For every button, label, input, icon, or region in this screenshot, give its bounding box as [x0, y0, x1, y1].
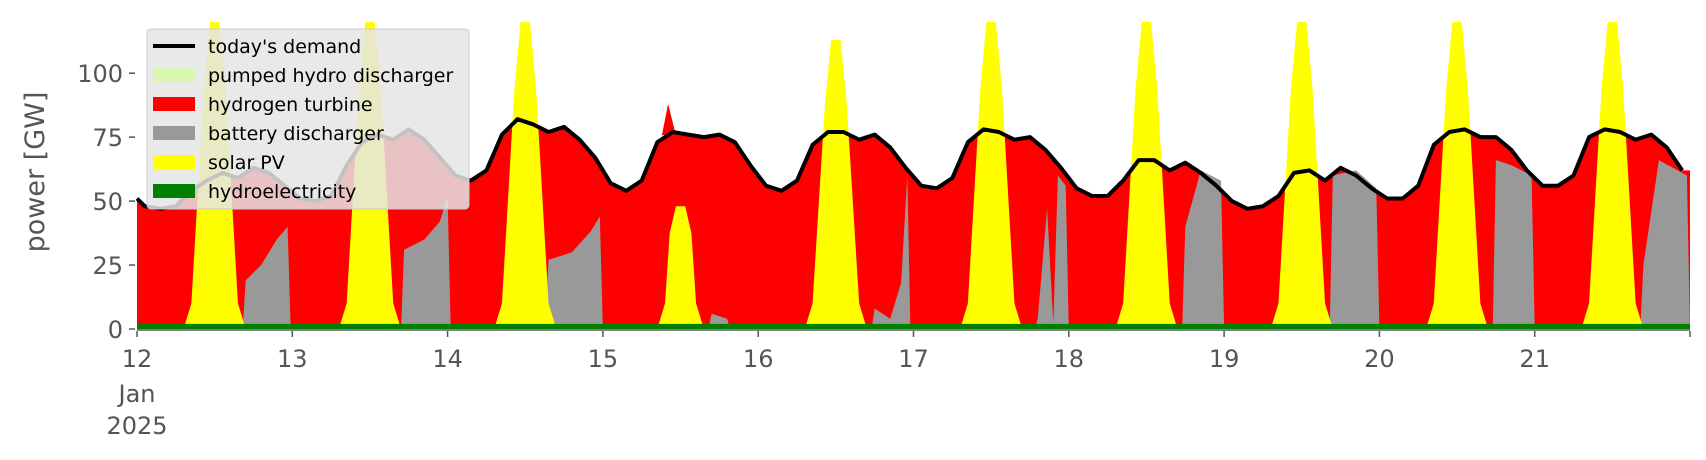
legend-patch-swatch [153, 184, 195, 198]
battery-discharger-area [401, 196, 451, 329]
x-tick-label: 16 [743, 345, 774, 373]
legend-patch-swatch [153, 126, 195, 140]
x-tick-label: 19 [1209, 345, 1240, 373]
x-tick-label: 18 [1054, 345, 1085, 373]
battery-discharger-area [242, 226, 291, 329]
solar-pv-peak [1581, 22, 1644, 329]
battery-discharger-area [545, 216, 603, 329]
solar-pv-peak [494, 22, 557, 329]
legend: today's demand pumped hydro discharger hyd… [146, 28, 470, 210]
hydroelectricity-area [137, 323, 1690, 329]
x-tick-label: 14 [432, 345, 463, 373]
solar-pv-peak [1115, 22, 1178, 329]
battery-discharger-area [871, 175, 911, 329]
legend-patch-swatch [153, 155, 195, 169]
battery-discharger-area [1492, 160, 1535, 329]
y-axis-label: power [GW] [20, 92, 51, 253]
legend-label: solar PV [208, 152, 285, 174]
x-tick-year: 2025 [106, 412, 167, 440]
battery-discharger-area [1329, 170, 1380, 329]
legend-box [146, 28, 470, 210]
battery-discharger-area [1182, 170, 1225, 329]
solar-pv-peak [960, 22, 1023, 329]
x-tick-label: 12 [122, 345, 153, 373]
plot-areas [137, 22, 1690, 330]
x-tick-label: 21 [1519, 345, 1550, 373]
solar-pv-peak [1270, 22, 1333, 329]
x-tick-month: Jan [117, 380, 156, 408]
hydrogen-turbine-spike [661, 103, 676, 136]
y-tick-label: 50 [92, 188, 123, 216]
legend-patch-swatch [153, 97, 195, 111]
x-tick-label: 13 [277, 345, 308, 373]
legend-label: today's demand [208, 36, 361, 58]
solar-pv-peak [804, 39, 867, 330]
battery-discharger-area [1034, 175, 1069, 329]
y-tick-label: 25 [92, 252, 123, 280]
legend-label: hydrogen turbine [208, 94, 373, 116]
y-tick-label: 100 [77, 60, 123, 88]
legend-patch-swatch [153, 68, 195, 82]
x-tick-label: 15 [588, 345, 619, 373]
x-tick-label: 17 [898, 345, 929, 373]
solar-pv-peak [657, 206, 704, 329]
solar-pv-peak [1425, 22, 1489, 329]
x-tick-label: 20 [1364, 345, 1395, 373]
battery-discharger-area [1640, 160, 1690, 329]
y-tick-label: 0 [108, 316, 123, 344]
legend-label: battery discharger [208, 123, 384, 145]
axes: power [GW] 0 25 50 75 100 12 Jan 2025 13 14 15 16 17… [20, 60, 1691, 440]
legend-label: pumped hydro discharger [208, 65, 453, 87]
y-tick-label: 75 [92, 124, 123, 152]
legend-label: hydroelectricity [208, 181, 356, 203]
